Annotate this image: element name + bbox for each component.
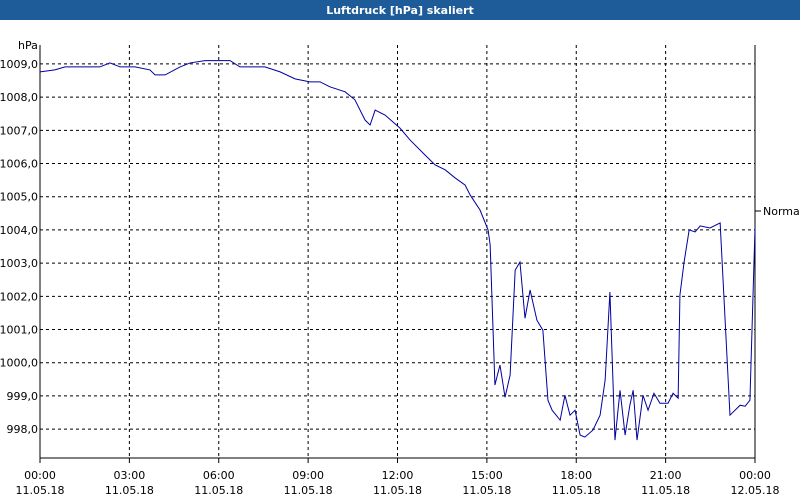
chart-title: Luftdruck [hPa] skaliert <box>326 4 474 17</box>
y-axis-label: hPa <box>18 39 38 52</box>
x-tick-date: 11.05.18 <box>194 484 243 497</box>
x-tick-date: 11.05.18 <box>552 484 601 497</box>
x-tick-date: 11.05.18 <box>16 484 65 497</box>
x-tick-label: 15:00 <box>471 469 503 482</box>
y-tick-label: 1009,0 <box>0 58 38 71</box>
x-tick-label: 03:00 <box>114 469 146 482</box>
y-tick-label: 1001,0 <box>0 324 38 337</box>
x-tick-label: 09:00 <box>292 469 324 482</box>
y-tick-label: 998,0 <box>7 423 39 436</box>
annotation: Normal <box>763 205 800 218</box>
x-tick-date: 11.05.18 <box>462 484 511 497</box>
x-tick-date: 11.05.18 <box>284 484 333 497</box>
x-tick-date: 11.05.18 <box>105 484 154 497</box>
y-tick-label: 1006,0 <box>0 158 38 171</box>
x-tick-date: 11.05.18 <box>641 484 690 497</box>
x-tick-label: 00:00 <box>739 469 771 482</box>
data-line <box>39 60 756 441</box>
y-tick-label: 1004,0 <box>0 224 38 237</box>
x-tick-label: 12:00 <box>382 469 414 482</box>
y-tick-label: 1008,0 <box>0 91 38 104</box>
y-tick-label: 1002,0 <box>0 290 38 303</box>
x-tick-label: 18:00 <box>560 469 592 482</box>
y-tick-label: 1003,0 <box>0 257 38 270</box>
x-tick-label: 21:00 <box>650 469 682 482</box>
y-tick-label: 999,0 <box>7 390 39 403</box>
x-tick-label: 00:00 <box>24 469 56 482</box>
y-tick-label: 1005,0 <box>0 191 38 204</box>
x-tick-date: 11.05.18 <box>373 484 422 497</box>
x-tick-date: 12.05.18 <box>731 484 780 497</box>
title-bar <box>0 0 800 20</box>
y-tick-label: 1007,0 <box>0 124 38 137</box>
y-tick-label: 1000,0 <box>0 357 38 370</box>
x-tick-label: 06:00 <box>203 469 235 482</box>
